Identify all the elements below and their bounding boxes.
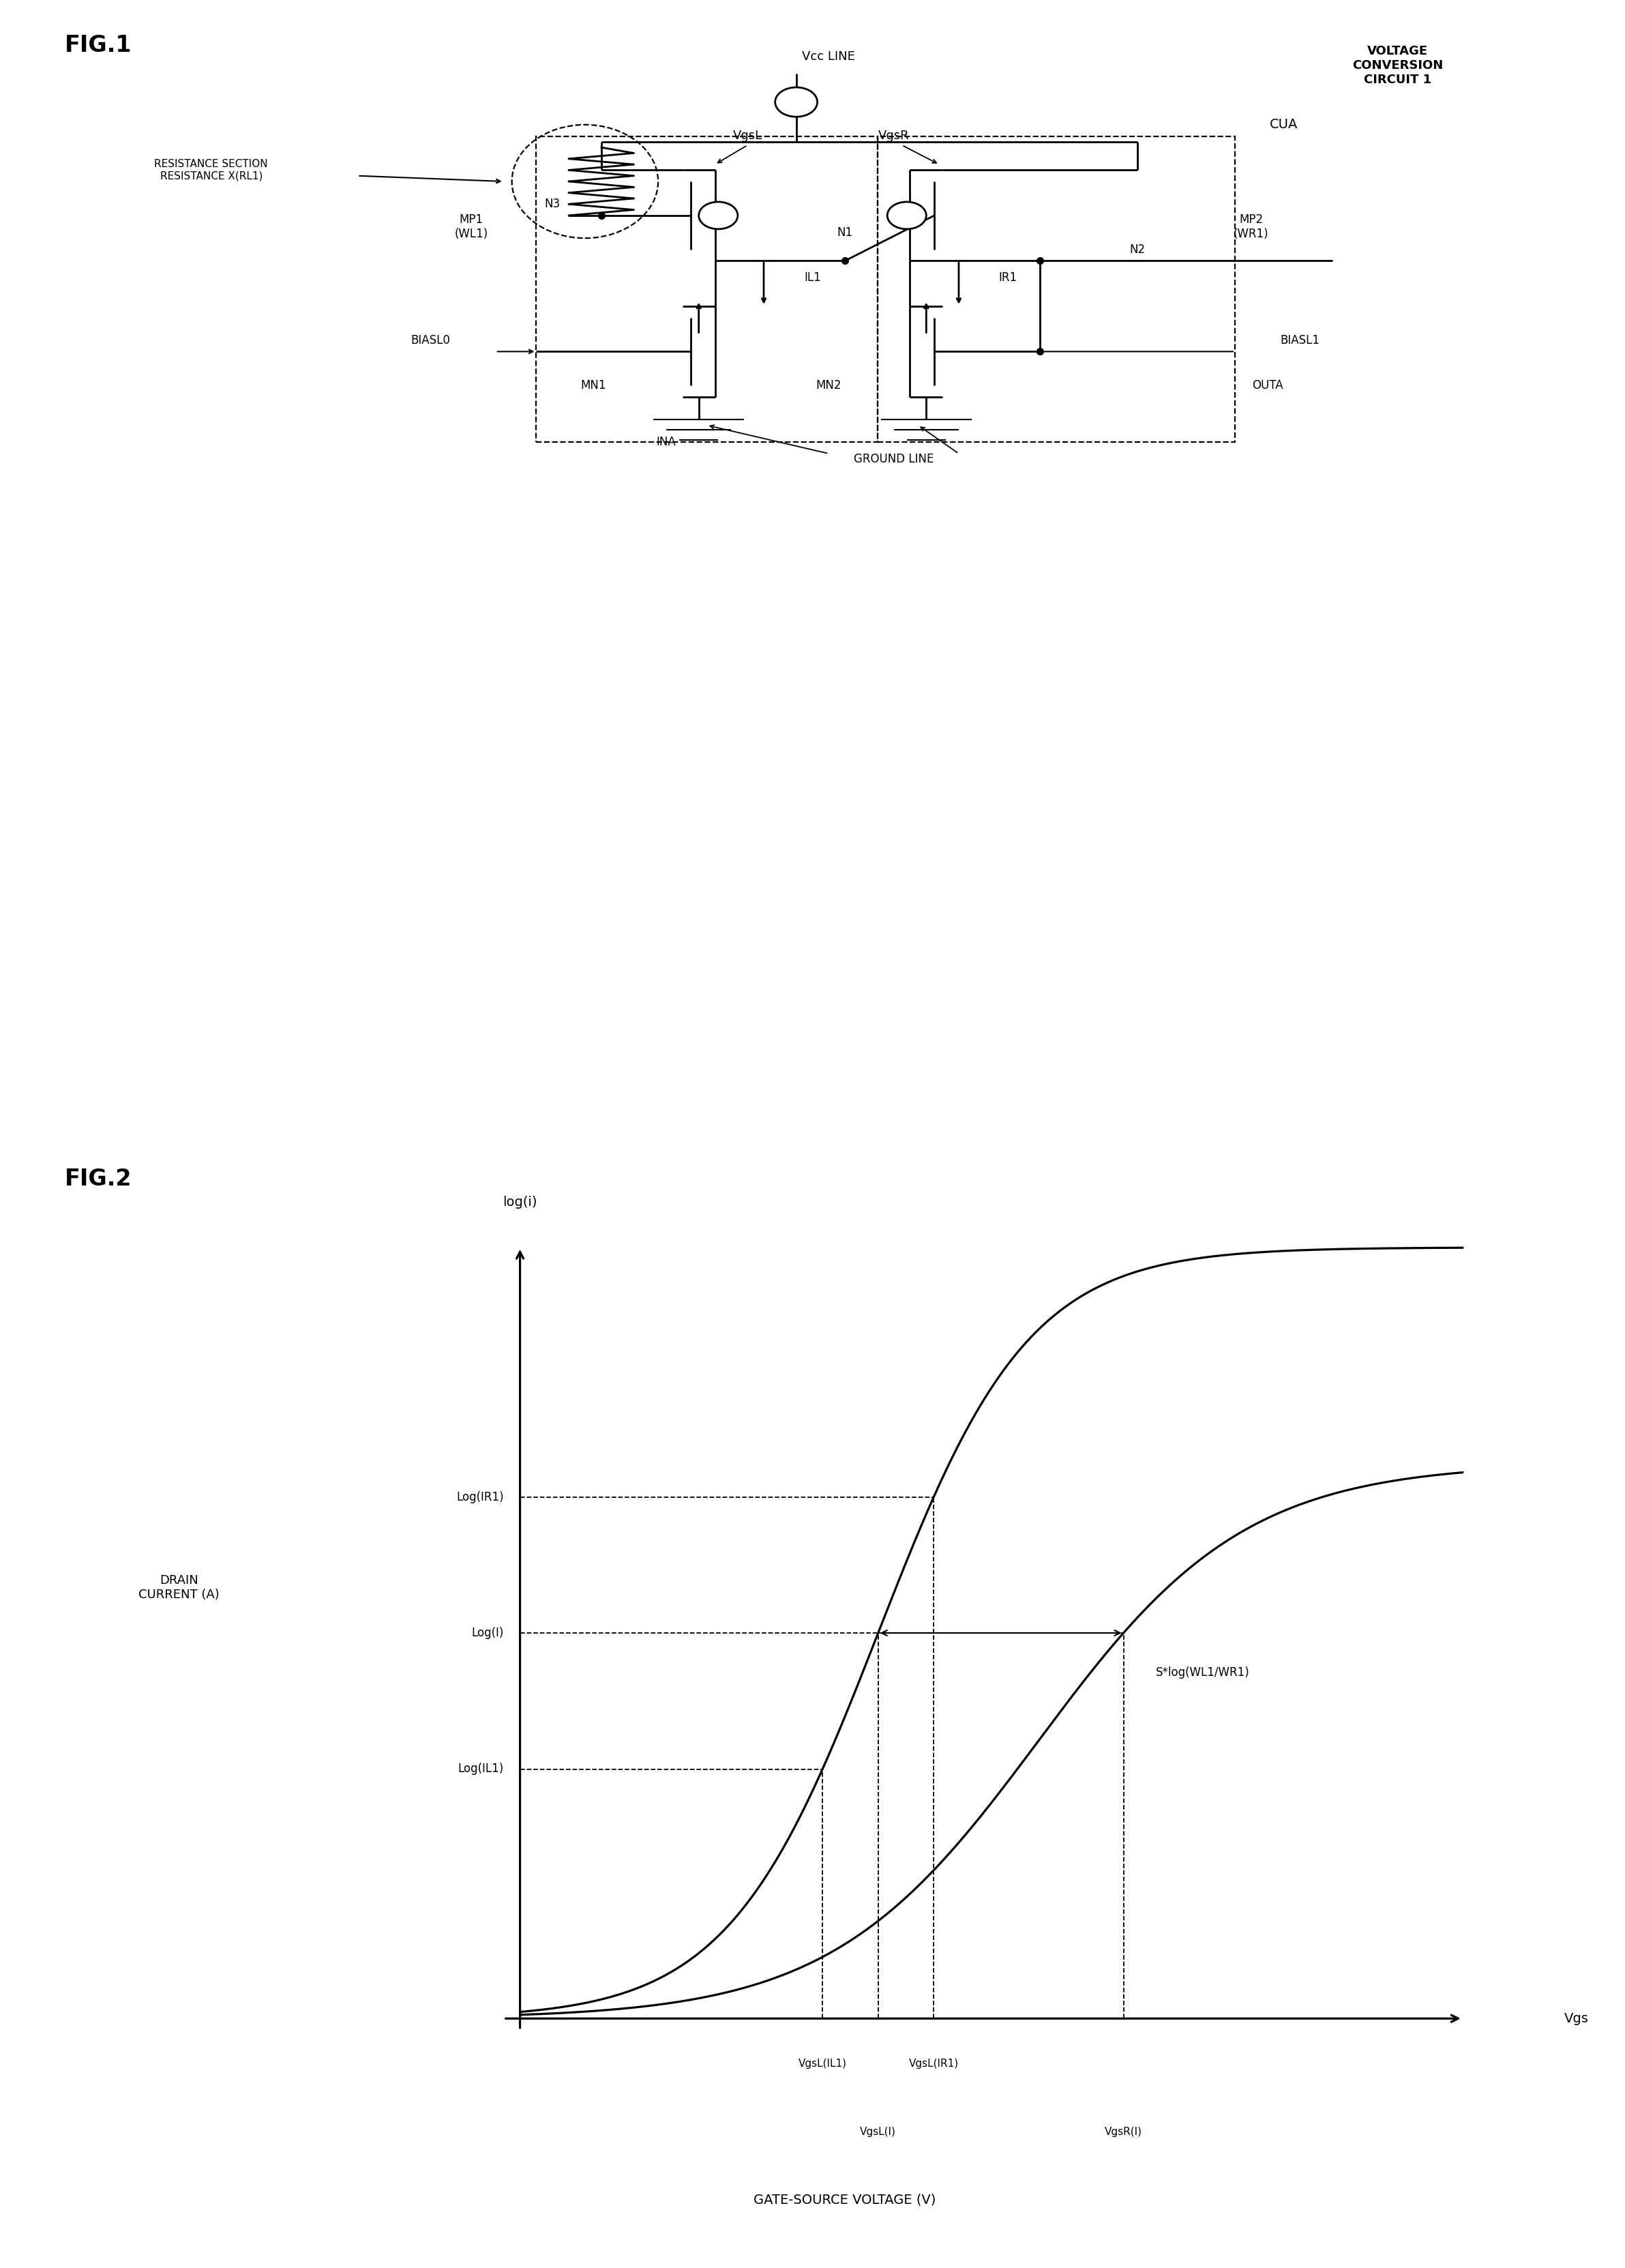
Text: VgsL(IL1): VgsL(IL1)	[798, 2059, 847, 2068]
Text: N3: N3	[544, 197, 561, 211]
Text: VOLTAGE
CONVERSION
CIRCUIT 1: VOLTAGE CONVERSION CIRCUIT 1	[1352, 45, 1443, 86]
Text: Log(I): Log(I)	[471, 1626, 504, 1640]
Text: Vgs: Vgs	[1563, 2012, 1589, 2025]
Text: VgsL: VgsL	[733, 129, 762, 143]
Text: MP2
(WR1): MP2 (WR1)	[1233, 213, 1269, 240]
Text: FIG.1: FIG.1	[65, 34, 132, 57]
Text: GATE-SOURCE VOLTAGE (V): GATE-SOURCE VOLTAGE (V)	[754, 2193, 936, 2207]
Text: log(i): log(i)	[502, 1195, 538, 1209]
Text: CUA: CUA	[1269, 118, 1298, 132]
Text: N2: N2	[1129, 243, 1146, 256]
Text: MP1
(WL1): MP1 (WL1)	[455, 213, 487, 240]
Text: Vcc LINE: Vcc LINE	[803, 50, 855, 64]
Text: IL1: IL1	[804, 272, 821, 284]
Text: S*log(WL1/WR1): S*log(WL1/WR1)	[1155, 1667, 1250, 1678]
Text: Log(IR1): Log(IR1)	[457, 1490, 504, 1504]
Text: IR1: IR1	[998, 272, 1017, 284]
Text: RESISTANCE SECTION
RESISTANCE X(RL1): RESISTANCE SECTION RESISTANCE X(RL1)	[154, 159, 268, 181]
Text: BIASL0: BIASL0	[411, 333, 450, 347]
Text: Log(IL1): Log(IL1)	[458, 1762, 504, 1776]
Text: VgsR: VgsR	[878, 129, 910, 143]
Circle shape	[699, 202, 738, 229]
Text: OUTA: OUTA	[1251, 379, 1284, 392]
Circle shape	[775, 86, 817, 118]
Text: MN2: MN2	[816, 379, 842, 392]
Text: GROUND LINE: GROUND LINE	[853, 454, 934, 465]
Circle shape	[887, 202, 926, 229]
Text: INA: INA	[657, 435, 676, 449]
Bar	[878, 136, 1235, 442]
Text: FIG.2: FIG.2	[65, 1168, 132, 1191]
Bar	[536, 136, 878, 442]
Text: DRAIN
CURRENT (A): DRAIN CURRENT (A)	[138, 1574, 219, 1601]
Text: BIASL1: BIASL1	[1281, 333, 1320, 347]
Text: N1: N1	[837, 227, 853, 238]
Text: VgsL(IR1): VgsL(IR1)	[908, 2059, 959, 2068]
Text: MN1: MN1	[580, 379, 606, 392]
Text: VgsR(I): VgsR(I)	[1105, 2127, 1142, 2136]
Text: VgsL(I): VgsL(I)	[860, 2127, 895, 2136]
